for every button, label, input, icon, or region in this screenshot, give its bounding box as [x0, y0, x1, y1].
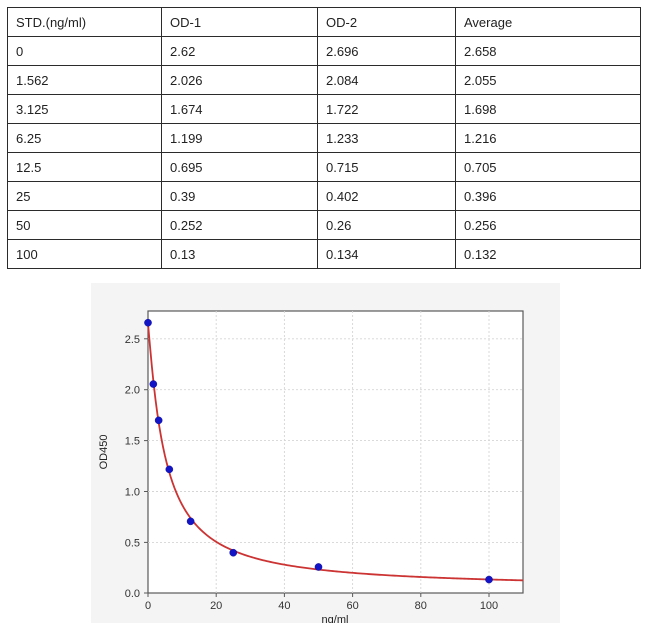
svg-text:ng/ml: ng/ml	[322, 614, 349, 623]
svg-text:100: 100	[480, 600, 498, 612]
svg-text:2.5: 2.5	[125, 334, 140, 346]
svg-text:20: 20	[210, 600, 222, 612]
svg-text:0: 0	[145, 600, 151, 612]
svg-text:1.0: 1.0	[125, 487, 140, 499]
svg-text:0.0: 0.0	[125, 588, 140, 600]
svg-text:1.5: 1.5	[125, 436, 140, 448]
svg-text:40: 40	[278, 600, 290, 612]
svg-text:60: 60	[346, 600, 358, 612]
svg-text:OD450: OD450	[98, 435, 110, 470]
svg-text:0.5: 0.5	[125, 537, 140, 549]
svg-text:80: 80	[415, 600, 427, 612]
svg-text:2.0: 2.0	[125, 385, 140, 397]
